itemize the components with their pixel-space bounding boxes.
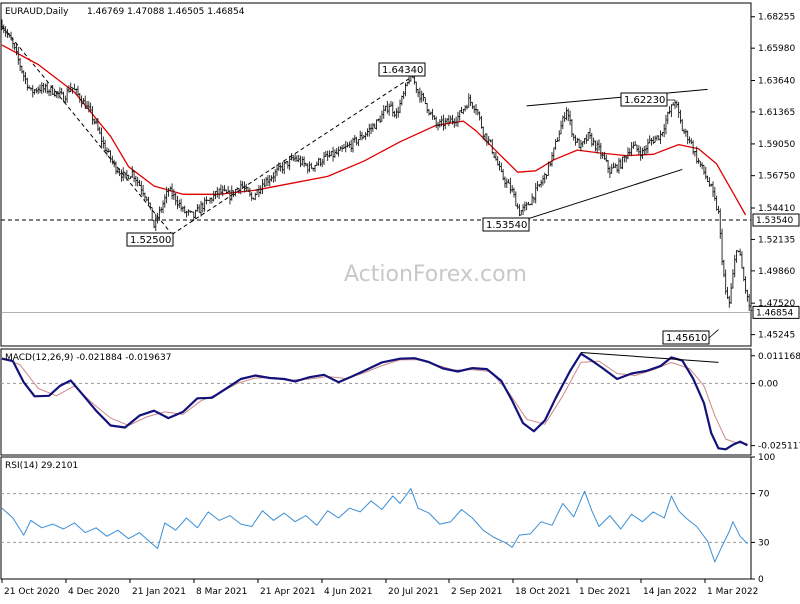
price-tick-label: 1.63640 bbox=[758, 76, 795, 86]
support-price-tag: 1.53540 bbox=[756, 216, 793, 226]
x-tick-label: 1 Dec 2021 bbox=[579, 587, 631, 597]
x-tick-label: 20 Jul 2021 bbox=[388, 587, 439, 597]
x-tick-label: 21 Oct 2020 bbox=[4, 587, 60, 597]
macd-tick-label: -0.025117 bbox=[758, 442, 800, 452]
x-tick-label: 4 Jun 2021 bbox=[324, 587, 372, 597]
price-title: EURAUD,Daily bbox=[5, 7, 69, 17]
annotation-label: 1.64340 bbox=[382, 65, 423, 76]
price-tick-label: 1.49860 bbox=[758, 267, 795, 277]
annotation-label: 1.62230 bbox=[624, 95, 665, 106]
annotation-label: 1.53540 bbox=[486, 220, 527, 231]
price-tick-label: 1.45245 bbox=[758, 331, 795, 341]
rsi-title: RSI(14) 29.2101 bbox=[5, 461, 78, 471]
x-tick-label: 8 Mar 2021 bbox=[196, 587, 247, 597]
macd-title: MACD(12,26,9) -0.021884 -0.019637 bbox=[5, 353, 171, 363]
price-tick-label: 1.52135 bbox=[758, 235, 795, 245]
price-tick-label: 1.68255 bbox=[758, 13, 795, 23]
x-tick-label: 2 Sep 2021 bbox=[451, 587, 502, 597]
rsi-tick-label: 70 bbox=[758, 490, 770, 500]
price-tick-label: 1.61365 bbox=[758, 108, 795, 118]
macd-tick-label: 0.011168 bbox=[758, 352, 800, 362]
x-tick-label: 14 Jan 2022 bbox=[643, 587, 697, 597]
macd-tick-label: 0.00 bbox=[758, 379, 778, 389]
x-tick-label: 1 Mar 2022 bbox=[707, 587, 758, 597]
price-tick-label: 1.56750 bbox=[758, 172, 795, 182]
annotation-label: 1.45610 bbox=[666, 333, 707, 344]
price-pane bbox=[1, 3, 751, 346]
rsi-tick-label: 30 bbox=[758, 538, 770, 548]
x-tick-label: 4 Dec 2020 bbox=[68, 587, 120, 597]
price-tick-label: 1.65980 bbox=[758, 44, 795, 54]
watermark: ActionForex.com bbox=[344, 262, 527, 287]
ohlc-readout: 1.46769 1.47088 1.46505 1.46854 bbox=[87, 7, 245, 17]
rsi-tick-label: 0 bbox=[758, 575, 764, 585]
price-tick-label: 1.59050 bbox=[758, 140, 795, 150]
annotation-label: 1.52500 bbox=[130, 235, 171, 246]
rsi-pane bbox=[1, 457, 751, 579]
current-price-tag: 1.46854 bbox=[756, 308, 793, 318]
price-tick-label: 1.54410 bbox=[758, 204, 795, 214]
rsi-tick-label: 100 bbox=[758, 453, 775, 463]
x-tick-label: 21 Apr 2021 bbox=[260, 587, 316, 597]
x-tick-label: 21 Jan 2021 bbox=[132, 587, 186, 597]
x-tick-label: 18 Oct 2021 bbox=[515, 587, 571, 597]
